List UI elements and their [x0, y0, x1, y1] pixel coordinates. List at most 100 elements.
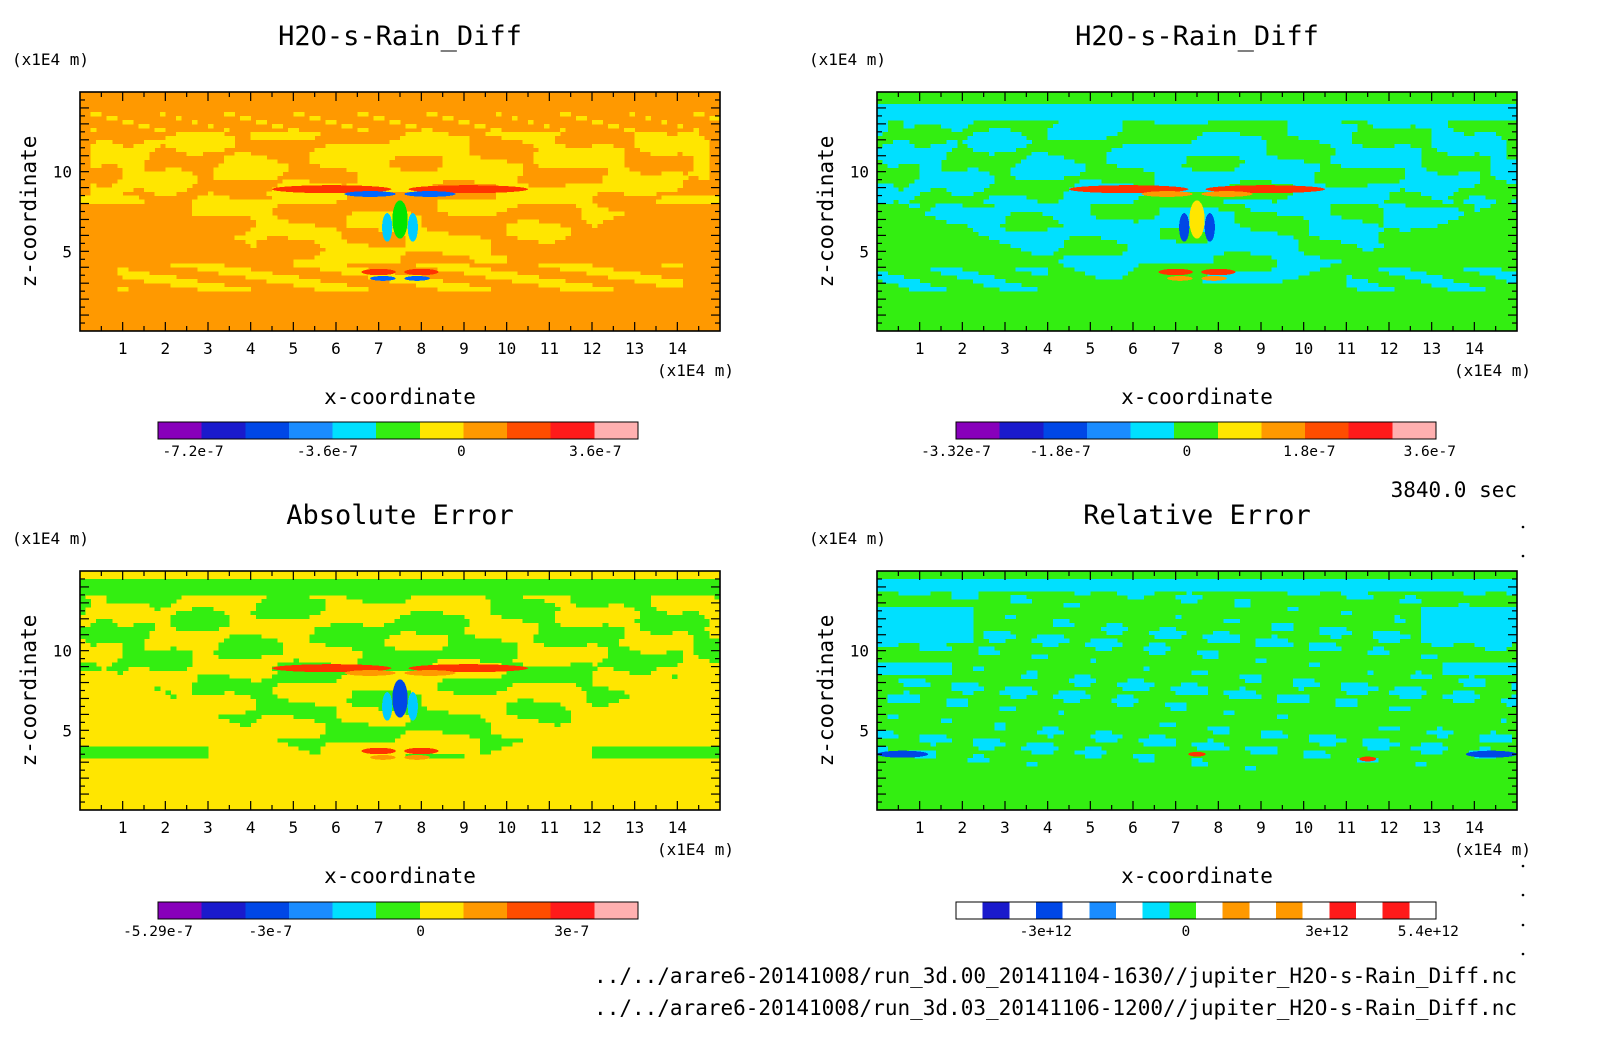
field-cell [989, 151, 995, 157]
field-cell [576, 203, 598, 208]
field-cell [117, 658, 193, 664]
x-tick-label: 13 [1422, 339, 1441, 358]
y-axis-title: z-coordinate [814, 136, 838, 288]
colorbar-swatch [463, 422, 508, 439]
field-cell [469, 255, 508, 260]
field-cell [384, 622, 470, 628]
field-cell [106, 666, 129, 671]
field-cell [909, 183, 990, 188]
field-cell [898, 678, 926, 683]
field-cell [650, 151, 678, 157]
field-cell [1245, 203, 1331, 208]
field-cell [1031, 271, 1049, 276]
field-cell [90, 191, 124, 196]
field-cell [1287, 119, 1342, 125]
field-cell [346, 183, 433, 188]
field-cell [1287, 131, 1353, 137]
x-tick-label: 11 [540, 339, 559, 358]
field-cell [405, 243, 492, 248]
field-cell [1383, 215, 1459, 220]
field-cell [1287, 123, 1358, 129]
field-cell [501, 614, 556, 620]
field-cell [122, 650, 193, 656]
field-cell [1421, 606, 1518, 612]
field-cell [314, 626, 465, 632]
field-cell [576, 602, 609, 608]
field-cell [1495, 175, 1518, 181]
field-cell [176, 131, 225, 137]
field-cell [1255, 658, 1267, 664]
field-cell [512, 115, 518, 121]
field-cell [1474, 207, 1481, 212]
field-cell [1298, 187, 1401, 192]
colorbar-swatch [419, 902, 464, 919]
field-cell [1421, 638, 1518, 644]
field-cell [437, 203, 518, 208]
field-cell [229, 634, 262, 640]
field-cell [1138, 758, 1155, 763]
field-cell [1479, 738, 1513, 743]
x-tick-label: 14 [668, 818, 687, 837]
field-cell [1367, 746, 1390, 751]
field-cell [1271, 179, 1315, 185]
field-cell [1058, 119, 1123, 125]
field-cell [656, 199, 721, 204]
field-cell [1047, 227, 1161, 232]
field-cell [586, 271, 641, 276]
field-cell [1223, 618, 1241, 624]
field-cell [373, 187, 428, 192]
field-cell [608, 275, 662, 280]
colorbar-swatch [507, 422, 552, 439]
field-cell [570, 598, 652, 604]
contour-field [80, 571, 721, 810]
field-cell [973, 754, 985, 759]
field-cell [1298, 686, 1305, 691]
field-cell [1261, 730, 1283, 735]
field-cell [1474, 203, 1491, 208]
colorbar-swatch [1261, 422, 1306, 439]
field-cell [405, 235, 481, 240]
field-feature [408, 664, 528, 673]
field-cell [714, 594, 721, 600]
x-tick-label: 12 [582, 339, 601, 358]
field-cell [919, 171, 990, 177]
field-cell [935, 203, 963, 208]
x-tick-label: 8 [1214, 339, 1224, 358]
field-cell [1357, 243, 1385, 248]
field-feature [344, 191, 396, 197]
field-cell [1207, 738, 1214, 743]
field-cell [560, 111, 572, 117]
field-cell [357, 171, 524, 177]
field-cell [1122, 251, 1225, 256]
field-cell [581, 686, 609, 691]
field-cell [272, 123, 284, 129]
field-cell [994, 726, 1006, 731]
colorbar-swatch [1196, 902, 1224, 919]
colorbar-swatch [1249, 902, 1277, 919]
colorbar-swatch [201, 902, 246, 919]
field-cell [1255, 642, 1294, 648]
field-cell [1074, 267, 1134, 272]
field-cell [325, 143, 470, 149]
field-cell [1431, 135, 1502, 141]
field-cell [930, 207, 1091, 212]
x-tick-label: 6 [331, 818, 341, 837]
field-cell [442, 155, 481, 161]
field-cell [282, 179, 310, 185]
field-cell [266, 191, 348, 196]
field-cell [517, 698, 534, 703]
field-cell [877, 582, 1518, 588]
field-cell [877, 626, 974, 632]
field-cell [666, 650, 684, 656]
field-cell [1405, 175, 1481, 181]
field-feature [1069, 185, 1189, 194]
field-cell [1378, 267, 1411, 272]
field-cell [250, 243, 257, 248]
x-tick-label: 3 [203, 818, 213, 837]
field-cell [176, 147, 225, 153]
field-cell [1133, 754, 1155, 759]
field-cell [90, 155, 150, 161]
field-cell [293, 111, 305, 117]
field-cell [1506, 702, 1518, 707]
field-cell [250, 694, 278, 699]
